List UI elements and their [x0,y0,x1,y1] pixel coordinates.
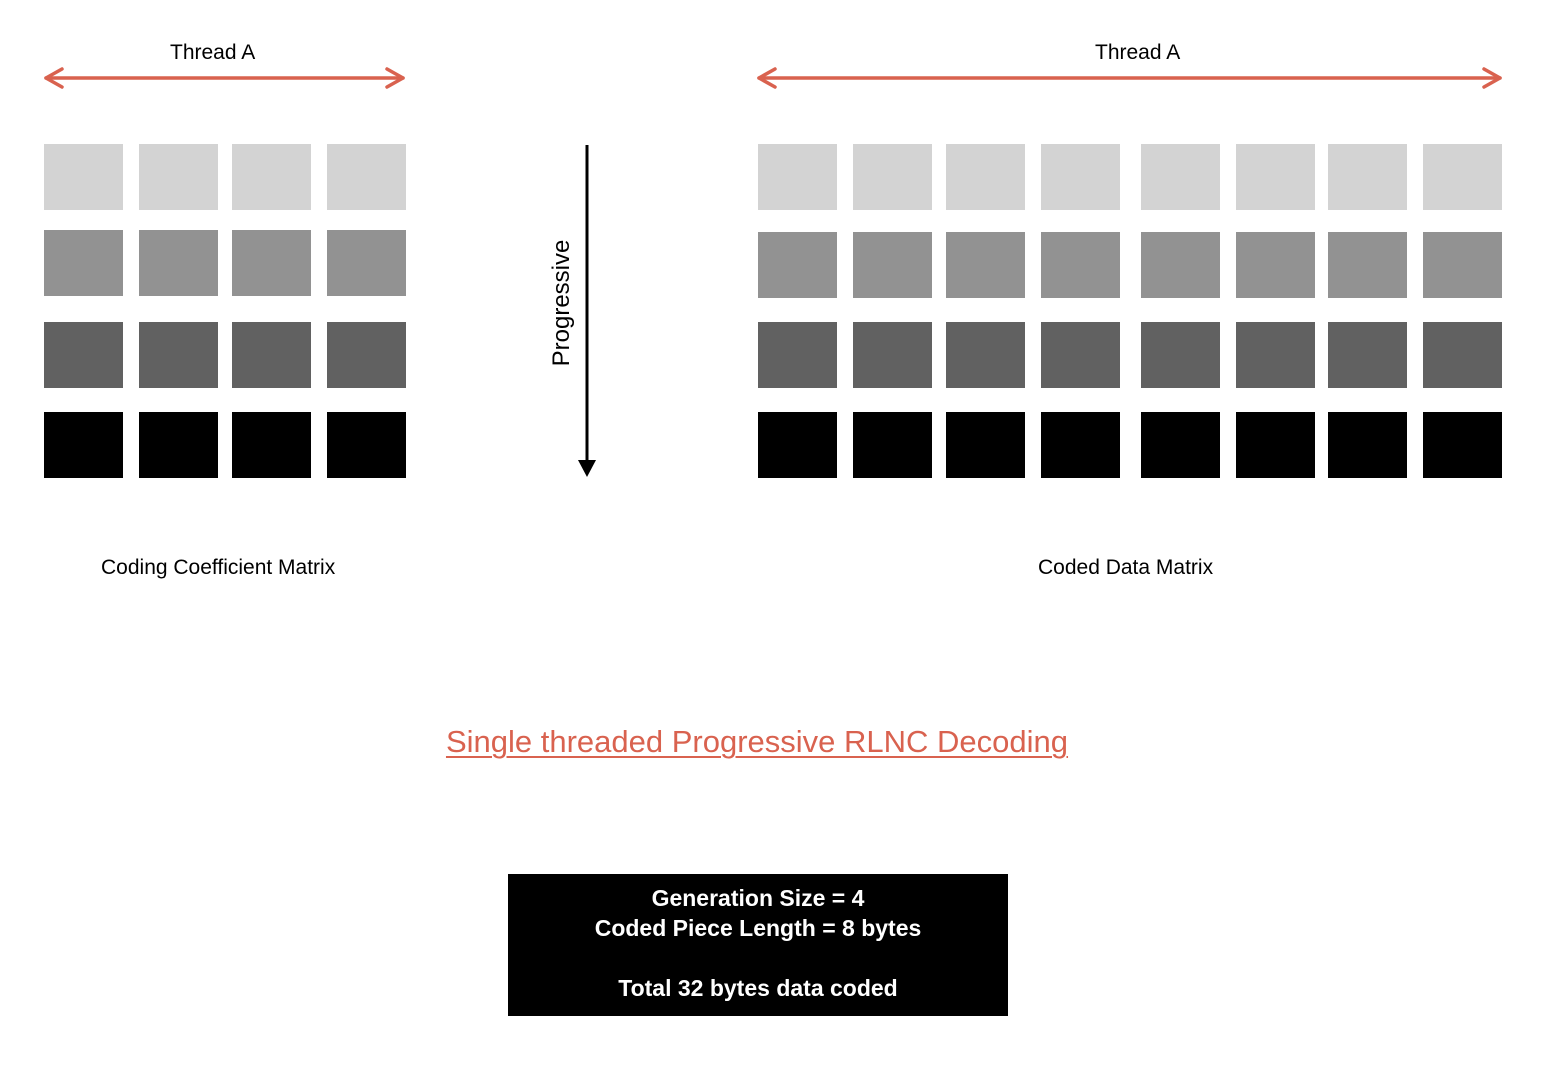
info-line-generation-size: Generation Size = 4 [651,885,865,911]
left-thread-label: Thread A [170,41,256,64]
matrix-cell-r2-c4 [327,230,406,296]
right-thread-arrow [757,67,1502,89]
matrix-cell-r3-c1 [44,322,123,388]
info-line-spacer [508,943,1008,973]
matrix-cell-r2-c8 [1423,232,1502,298]
matrix-cell-r4-c1 [758,412,837,478]
matrix-cell-r1-c8 [1423,144,1502,210]
matrix-cell-r3-c8 [1423,322,1502,388]
matrix-cell-r2-c1 [44,230,123,296]
coded-data-matrix [758,144,1502,478]
matrix-cell-r4-c2 [853,412,932,478]
matrix-cell-r3-c3 [946,322,1025,388]
matrix-cell-r2-c2 [853,232,932,298]
matrix-cell-r3-c7 [1328,322,1407,388]
diagram-title: Single threaded Progressive RLNC Decodin… [445,724,1069,759]
matrix-cell-r2-c3 [946,232,1025,298]
matrix-cell-r1-c3 [232,144,311,210]
matrix-cell-r1-c5 [1141,144,1220,210]
matrix-cell-r4-c4 [1041,412,1120,478]
matrix-cell-r4-c3 [232,412,311,478]
coding-coefficient-matrix [44,144,406,478]
info-line-piece-length: Coded Piece Length = 8 bytes [594,915,922,941]
left-thread-arrow [44,67,405,89]
matrix-cell-r1-c2 [853,144,932,210]
info-box: Generation Size = 4 Coded Piece Length =… [508,874,1008,1016]
matrix-cell-r2-c2 [139,230,218,296]
matrix-cell-r2-c1 [758,232,837,298]
matrix-cell-r4-c7 [1328,412,1407,478]
matrix-cell-r1-c2 [139,144,218,210]
matrix-cell-r3-c2 [139,322,218,388]
matrix-cell-r2-c7 [1328,232,1407,298]
matrix-cell-r3-c6 [1236,322,1315,388]
matrix-cell-r2-c3 [232,230,311,296]
matrix-cell-r4-c1 [44,412,123,478]
info-line-total: Total 32 bytes data coded [618,975,898,1001]
matrix-cell-r1-c7 [1328,144,1407,210]
matrix-cell-r4-c4 [327,412,406,478]
matrix-cell-r3-c2 [853,322,932,388]
matrix-cell-r4-c8 [1423,412,1502,478]
left-matrix-caption: Coding Coefficient Matrix [101,556,336,579]
matrix-cell-r2-c4 [1041,232,1120,298]
right-thread-label: Thread A [1095,41,1181,64]
matrix-cell-r4-c2 [139,412,218,478]
matrix-cell-r4-c5 [1141,412,1220,478]
matrix-cell-r1-c6 [1236,144,1315,210]
matrix-cell-r4-c6 [1236,412,1315,478]
matrix-cell-r2-c5 [1141,232,1220,298]
progressive-label: Progressive [548,240,575,367]
progressive-arrow [578,145,596,477]
right-matrix-caption: Coded Data Matrix [1038,556,1214,579]
matrix-cell-r4-c3 [946,412,1025,478]
matrix-cell-r3-c5 [1141,322,1220,388]
matrix-cell-r1-c1 [44,144,123,210]
matrix-cell-r1-c1 [758,144,837,210]
matrix-cell-r3-c4 [1041,322,1120,388]
matrix-cell-r1-c4 [1041,144,1120,210]
matrix-cell-r3-c3 [232,322,311,388]
matrix-cell-r3-c4 [327,322,406,388]
matrix-cell-r1-c3 [946,144,1025,210]
matrix-cell-r1-c4 [327,144,406,210]
matrix-cell-r3-c1 [758,322,837,388]
matrix-cell-r2-c6 [1236,232,1315,298]
